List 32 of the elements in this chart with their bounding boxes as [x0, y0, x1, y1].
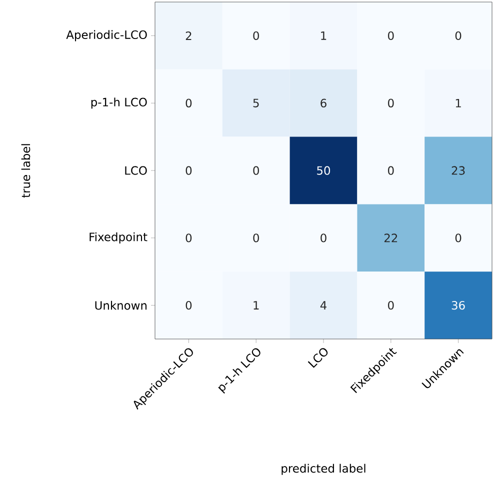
data-label: 0 — [388, 31, 394, 40]
data-label: 2 — [186, 31, 192, 40]
y-tick-label: LCO — [125, 166, 147, 175]
data-label: 6 — [320, 98, 326, 108]
data-label: 0 — [186, 166, 192, 175]
data-label: 0 — [320, 233, 326, 242]
y-axis-title: true label — [21, 144, 30, 198]
data-label: 0 — [455, 233, 462, 242]
data-label: 0 — [388, 300, 394, 310]
y-tick-label: Fixedpoint — [90, 232, 148, 244]
data-label: 50 — [317, 166, 330, 175]
x-axis-title: predicted label — [282, 464, 366, 475]
data-label: 1 — [254, 301, 259, 310]
data-label: 0 — [186, 98, 192, 108]
data-label: 4 — [320, 301, 326, 310]
data-label: 0 — [253, 166, 259, 175]
data-label: 1 — [321, 31, 326, 40]
data-label: 22 — [384, 234, 398, 242]
data-label: 23 — [452, 166, 465, 175]
data-label: 5 — [253, 98, 259, 108]
y-tick-label: Aperiodic-LCO — [66, 30, 147, 42]
data-label: 0 — [388, 166, 394, 175]
data-label: 0 — [388, 98, 394, 108]
data-label: 0 — [186, 233, 192, 242]
data-label: 0 — [253, 233, 259, 242]
data-label: 1 — [456, 98, 461, 108]
data-label: 36 — [452, 300, 465, 310]
data-label: 0 — [186, 300, 192, 310]
data-label: 0 — [253, 31, 259, 40]
y-tick-label: Unknown — [95, 300, 147, 310]
data-label: 0 — [455, 31, 462, 40]
y-tick-label: p-1-h LCO — [91, 97, 147, 109]
